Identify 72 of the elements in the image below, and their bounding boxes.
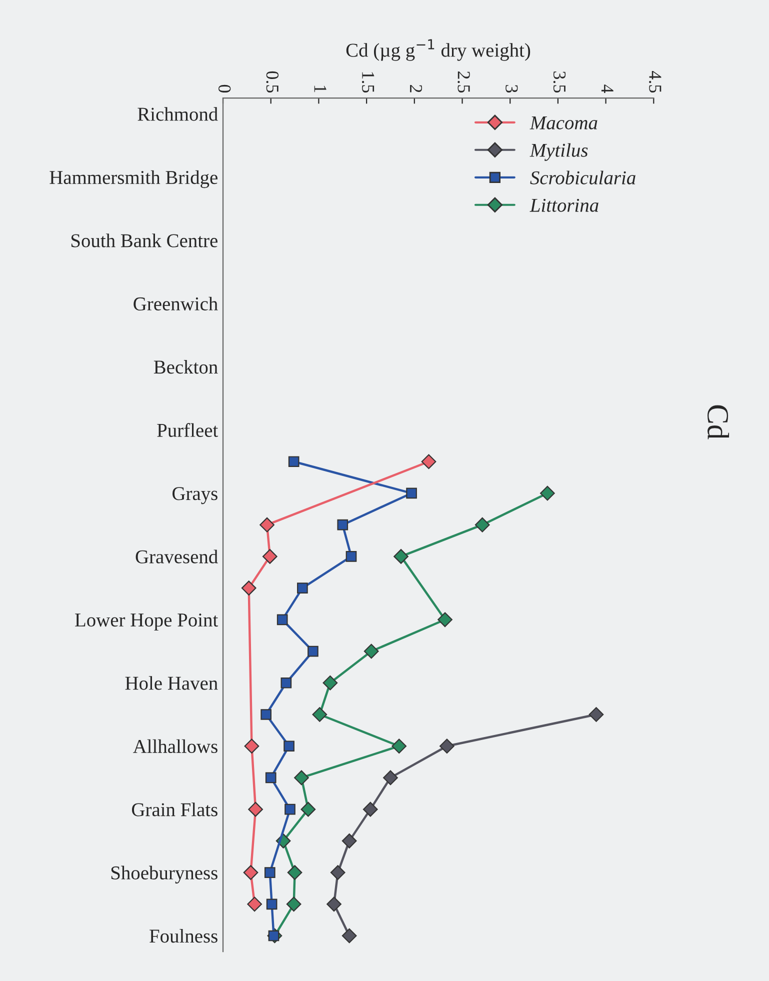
point xyxy=(244,738,260,754)
legend-label: Mytilus xyxy=(530,143,588,161)
point xyxy=(284,804,296,815)
y-tick-label: Grain Flats xyxy=(132,802,218,816)
text: Cd xyxy=(708,405,730,440)
point xyxy=(438,612,452,628)
point xyxy=(280,677,292,688)
point xyxy=(265,772,276,784)
point xyxy=(421,454,436,470)
x-tick-label: 3.5 xyxy=(553,72,566,93)
legend-label: Littorina xyxy=(530,198,598,212)
x-tick-label: 1.5 xyxy=(362,72,374,93)
point xyxy=(362,802,378,817)
y-tick-label: Beckton xyxy=(154,360,218,374)
point xyxy=(276,614,288,626)
point xyxy=(322,675,338,690)
legend-label: Scrobicularia xyxy=(530,170,636,184)
y-tick-label: Purfleet xyxy=(157,423,218,437)
x-tick-label: 1 xyxy=(314,86,326,92)
y-tick-label: Shoeburyness xyxy=(111,866,218,884)
point xyxy=(308,646,318,657)
x-tick-label: 0.5 xyxy=(266,71,279,93)
point xyxy=(392,738,407,754)
y-tick-label: Foulness xyxy=(150,929,218,943)
point xyxy=(474,517,490,532)
point xyxy=(260,709,272,720)
point xyxy=(588,707,604,722)
point xyxy=(342,928,357,944)
point xyxy=(394,549,408,564)
point xyxy=(330,865,346,880)
point xyxy=(346,551,357,562)
point xyxy=(286,896,302,912)
point xyxy=(262,549,278,564)
y-tick-label: Lower Hope Point xyxy=(75,614,218,631)
point xyxy=(297,582,308,594)
y-tick-label: Richmond xyxy=(138,107,218,121)
point xyxy=(294,770,309,786)
x-axis-title: Cd (µg g$^{−1}$ dry weight) xyxy=(346,39,530,61)
point xyxy=(312,707,328,722)
y-tick-label: Hammersmith Bridge xyxy=(50,170,218,188)
x-tick-label: 0 xyxy=(218,84,231,93)
x-tick-label: 2.5 xyxy=(458,71,470,93)
legend-label: Macoma xyxy=(530,116,598,130)
point xyxy=(337,519,348,530)
y-tick-label: Hole Haven xyxy=(125,676,218,690)
point xyxy=(241,580,256,596)
point xyxy=(260,517,274,532)
point xyxy=(243,865,258,880)
point xyxy=(248,802,263,817)
x-tick-label: 4.5 xyxy=(649,71,662,93)
point xyxy=(326,896,342,912)
point xyxy=(264,867,276,878)
point xyxy=(288,456,300,468)
x-tick-label: 4 xyxy=(601,84,614,93)
x-tick-label: 2 xyxy=(410,85,422,92)
point xyxy=(406,488,417,499)
point xyxy=(300,802,316,817)
x-tick-label: 3 xyxy=(506,85,518,93)
point xyxy=(540,486,555,501)
point xyxy=(287,865,302,880)
point xyxy=(266,898,278,910)
y-tick-label: Greenwich xyxy=(134,296,218,311)
y-tick-label: Grays xyxy=(172,487,218,504)
y-tick-label: Gravesend xyxy=(136,550,218,564)
point xyxy=(247,896,262,912)
point xyxy=(284,740,294,752)
point xyxy=(342,834,357,848)
y-tick-label: Allhallows xyxy=(133,739,218,754)
y-tick-label: South Bank Centre xyxy=(71,234,218,248)
point xyxy=(364,644,379,659)
point xyxy=(440,738,454,754)
point xyxy=(383,770,398,786)
